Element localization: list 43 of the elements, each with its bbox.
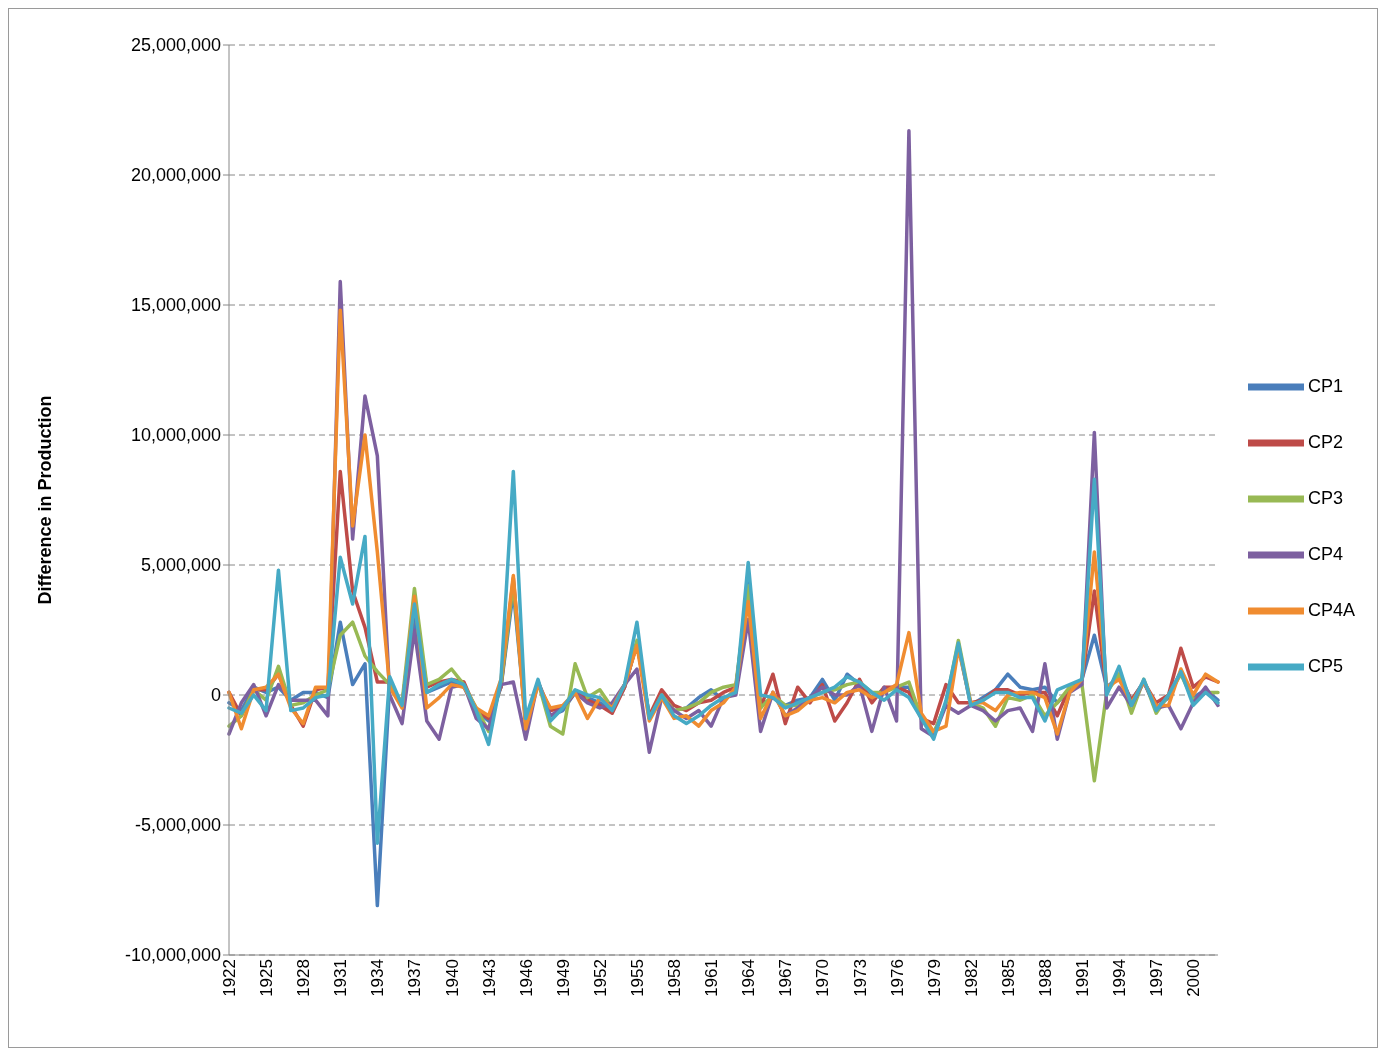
x-tick-label: 1970 [813, 959, 833, 997]
x-tick-label: 1943 [479, 959, 499, 997]
y-tick-label: 15,000,000 [130, 295, 221, 316]
x-tick-label: 1994 [1110, 959, 1130, 997]
x-tick-label: 1949 [553, 959, 573, 997]
x-tick-label: 1928 [294, 959, 314, 997]
y-tick-label: 0 [210, 685, 221, 706]
x-tick-label: 1958 [665, 959, 685, 997]
x-tick-label: 2000 [1184, 959, 1204, 997]
x-tick-label: 1955 [628, 959, 648, 997]
line-series [227, 469, 1220, 845]
x-tick-label: 1946 [516, 959, 536, 997]
x-tick-label: 1985 [998, 959, 1018, 997]
legend-label: CP2 [1307, 431, 1343, 452]
y-tick-label: 5,000,000 [140, 555, 221, 576]
legend-label: CP1 [1307, 375, 1343, 396]
y-tick-label: -5,000,000 [134, 815, 221, 836]
x-tick-label: 1925 [257, 959, 277, 997]
x-tick-label: 1922 [220, 959, 240, 997]
x-tick-label: 1976 [887, 959, 907, 997]
x-tick-label: 1991 [1073, 959, 1093, 997]
x-tick-label: 1961 [702, 959, 722, 997]
y-tick-label: -10,000,000 [124, 945, 221, 966]
y-axis-title: Difference in Production [35, 395, 56, 605]
x-tick-label: 1982 [961, 959, 981, 997]
x-tick-label: 1934 [368, 959, 388, 997]
legend-label: CP5 [1307, 655, 1343, 676]
legend-label: CP3 [1307, 487, 1343, 508]
x-tick-label: 1931 [331, 959, 351, 997]
legend-label: CP4A [1307, 599, 1355, 620]
legend-label: CP4 [1307, 543, 1343, 564]
x-tick-label: 1979 [924, 959, 944, 997]
x-tick-label: 1967 [776, 959, 796, 997]
y-tick-label: 25,000,000 [130, 35, 221, 56]
x-tick-label: 1940 [442, 959, 462, 997]
y-tick-label: 10,000,000 [130, 425, 221, 446]
x-tick-label: 1937 [405, 959, 425, 997]
x-tick-label: 1997 [1147, 959, 1167, 997]
x-tick-label: 1973 [850, 959, 870, 997]
x-tick-label: 1988 [1035, 959, 1055, 997]
x-tick-label: 1952 [590, 959, 610, 997]
x-tick-label: 1964 [739, 959, 759, 997]
y-tick-label: 20,000,000 [130, 165, 221, 186]
